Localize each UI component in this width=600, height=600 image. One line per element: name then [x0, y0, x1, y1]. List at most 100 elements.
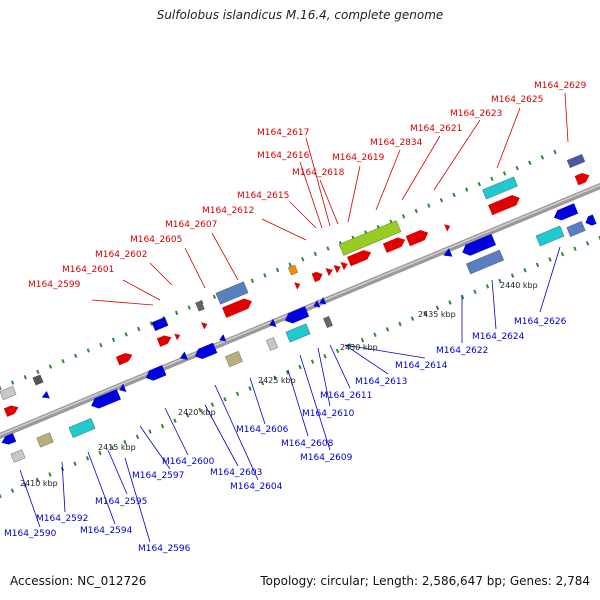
leader-line: [61, 461, 66, 513]
tick-mark: [490, 176, 494, 182]
kbp-tick-label: 2420 kbp: [178, 408, 216, 417]
tick-mark: [223, 397, 227, 402]
forward-gene-label: M164_2602: [95, 250, 147, 260]
kbp-tick-label: 2425 kbp: [258, 376, 296, 385]
gene-block: [32, 374, 44, 386]
tick-mark: [477, 181, 482, 187]
reverse-gene-label: M164_2610: [302, 409, 355, 419]
reverse-gene-label: M164_2622: [436, 346, 488, 356]
tick-mark: [585, 241, 590, 246]
leader-line: [184, 247, 206, 289]
gene-block: [265, 337, 279, 351]
tick-mark: [10, 380, 15, 385]
tick-mark: [48, 472, 52, 477]
tick-mark: [73, 353, 78, 359]
tick-mark: [36, 369, 40, 375]
tick-mark: [124, 332, 128, 337]
tick-mark: [185, 413, 190, 418]
reverse-gene-label: M164_2624: [472, 332, 525, 342]
tick-mark: [98, 450, 102, 456]
kbp-tick-label: 2410 kbp: [20, 479, 58, 488]
tick-mark: [515, 165, 519, 171]
forward-gene-label: M164_2619: [332, 153, 385, 163]
tick-mark: [85, 456, 90, 461]
forward-gene: [488, 195, 520, 216]
forward-gene: [333, 264, 341, 274]
tick-mark: [174, 310, 179, 316]
forward-gene: [3, 405, 19, 417]
leader-line: [204, 404, 239, 467]
gene-labels: M164_2599 M164_2601 M164_2602 M164_2605 M164…: [4, 81, 587, 554]
forward-gene-label: M164_2612: [202, 206, 254, 216]
forward-gene-label: M164_2615: [237, 191, 289, 201]
label-leader-lines: [19, 92, 569, 543]
tick-labels: 2410 kbp 2415 kbp 2420 kbp 2425 kbp 2430 kbp…: [20, 281, 538, 488]
gene-block: [0, 385, 17, 401]
forward-gene-label: M164_2616: [257, 151, 310, 161]
genome-summary-text: Topology: circular; Length: 2,586,647 bp…: [260, 574, 590, 588]
reverse-gene-label: M164_2613: [355, 377, 407, 387]
tick-mark: [110, 445, 115, 450]
forward-gene: [347, 250, 372, 267]
forward-gene-label: M164_2621: [410, 124, 462, 134]
gene-block: [566, 221, 586, 237]
tick-mark: [452, 192, 456, 198]
accession-text: Accession: NC_012726: [10, 574, 147, 588]
leader-line: [539, 246, 561, 313]
reverse-gene: [1, 433, 17, 445]
tick-mark: [414, 208, 418, 214]
forward-gene: [201, 322, 208, 330]
tick-mark: [61, 358, 65, 364]
reverse-gene-label: M164_2590: [4, 529, 57, 539]
leader-line: [122, 279, 161, 301]
tick-mark: [111, 337, 116, 342]
leader-line: [564, 92, 569, 143]
tick-mark: [502, 171, 507, 176]
reverse-gene: [284, 306, 310, 324]
kbp-tick-label: 2415 kbp: [98, 443, 136, 452]
reverse-gene: [41, 390, 50, 399]
reverse-gene-label: M164_2606: [236, 425, 289, 435]
tick-mark: [137, 326, 141, 332]
reverse-gene-label: M164_2595: [95, 497, 147, 507]
tick-mark: [248, 386, 252, 391]
leader-line: [211, 232, 239, 281]
tick-mark: [439, 198, 444, 203]
tick-mark: [448, 300, 452, 305]
leader-line: [299, 161, 323, 229]
reverse-gene-label: M164_2608: [281, 439, 334, 449]
tick-mark: [123, 440, 127, 445]
tick-mark: [398, 321, 402, 327]
forward-gene-label: M164_2601: [62, 265, 114, 275]
tick-mark: [535, 262, 540, 268]
gene-block: [482, 176, 518, 200]
tick-mark: [435, 305, 440, 311]
leader-line: [139, 425, 171, 470]
tick-mark: [48, 364, 53, 369]
reverse-gene-label: M164_2603: [210, 468, 262, 478]
forward-gene: [340, 261, 348, 271]
kbp-tick-label: 2440 kbp: [500, 281, 538, 290]
tick-mark: [187, 305, 191, 310]
gene-block: [338, 220, 402, 256]
tick-mark: [285, 370, 290, 375]
reverse-gene-label: M164_2600: [162, 457, 215, 467]
forward-gene: [222, 298, 252, 318]
leader-line: [261, 218, 307, 241]
forward-gene: [156, 335, 172, 347]
tick-mark: [212, 294, 217, 300]
leader-line: [287, 369, 309, 437]
leader-line: [164, 407, 189, 456]
reverse-gene-label: M164_2611: [320, 391, 372, 401]
gene-block: [195, 300, 205, 312]
tick-mark: [235, 391, 240, 397]
reverse-gene: [119, 383, 127, 393]
tick-mark: [523, 268, 527, 273]
tick-mark: [410, 316, 415, 321]
reverse-gene: [462, 233, 497, 256]
tick-mark: [498, 278, 502, 284]
tick-mark: [510, 273, 515, 278]
tick-mark: [360, 337, 365, 343]
reverse-gene: [443, 248, 453, 257]
tick-mark: [198, 407, 202, 413]
